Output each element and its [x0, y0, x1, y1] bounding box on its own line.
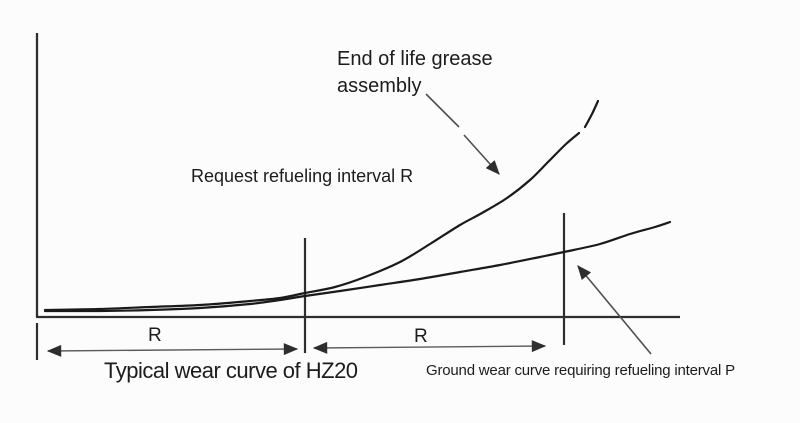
end-of-life-pointer-arrow-upper: [425, 93, 460, 128]
typical-wear-curve-label: Typical wear curve of HZ20: [104, 358, 358, 383]
request-interval-label: Request refueling interval R: [191, 166, 414, 186]
end-of-life-curve: [43, 131, 581, 312]
end-of-life-curve-tip: [583, 99, 600, 129]
interval-r-right-arrow: [312, 340, 547, 354]
interval-r-left-label: R: [148, 325, 162, 346]
end-of-life-label-line1: End of life grease: [337, 48, 493, 70]
ground-wear-curve: [43, 220, 672, 313]
end-of-life-label: End of life grease assembly: [337, 46, 493, 100]
ground-wear-curve-label: Ground wear curve requiring refueling in…: [426, 362, 735, 379]
ground-curve-pointer-arrow: [577, 265, 652, 355]
interval-r-right-label: R: [414, 326, 428, 347]
end-of-life-pointer-arrow: [463, 134, 500, 175]
end-of-life-label-line2: assembly: [337, 75, 422, 97]
interval-r-left-arrow: [46, 343, 299, 357]
